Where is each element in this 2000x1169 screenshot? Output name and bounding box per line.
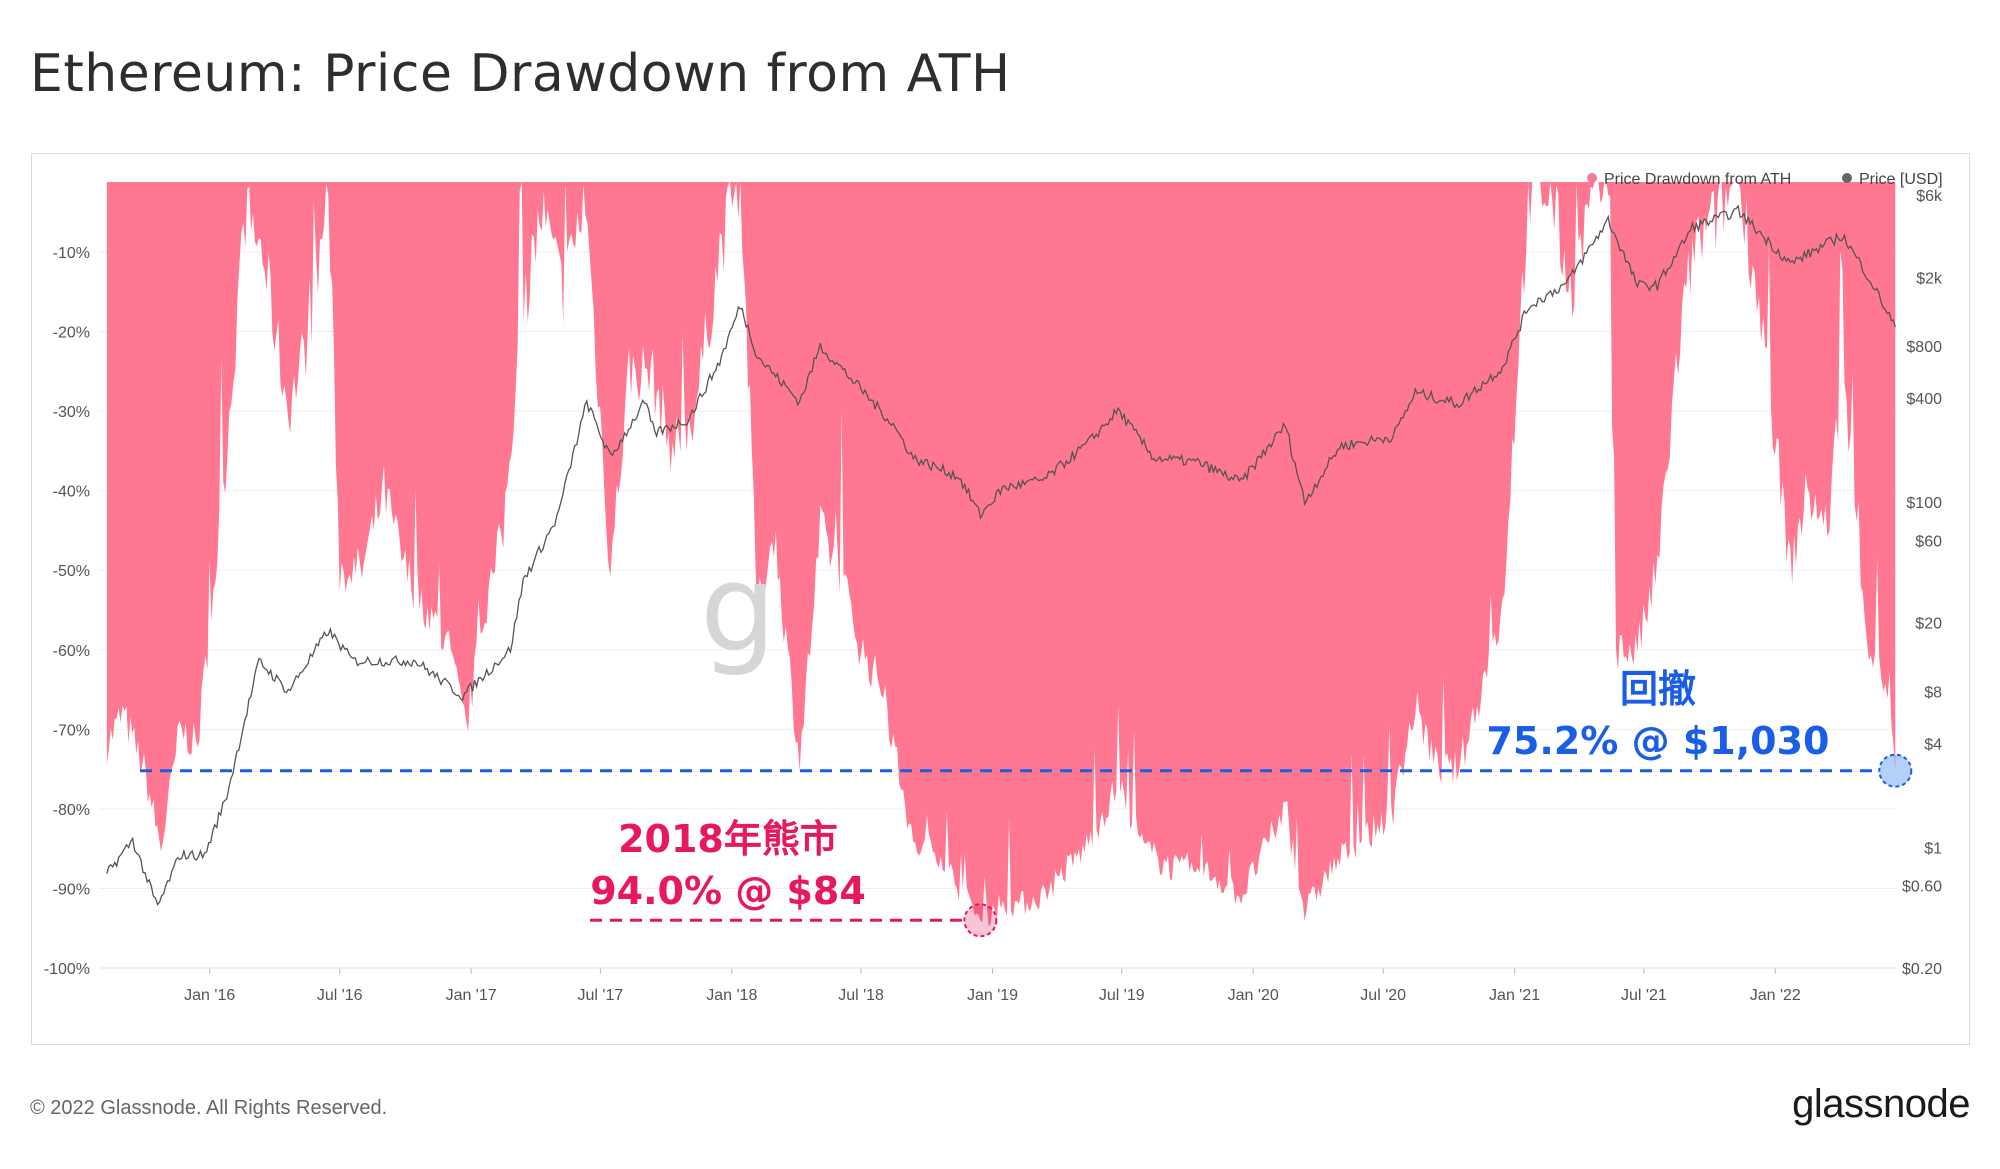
x-tick-label: Jul '17 (578, 987, 624, 1004)
x-tick-label: Jul '20 (1360, 987, 1406, 1004)
red-annotation-value: 94.0% @ $84 (590, 869, 866, 913)
y-left-tick-label: -60% (53, 643, 90, 660)
x-tick-label: Jul '21 (1621, 987, 1667, 1004)
legend-drawdown-swatch (1587, 173, 1597, 183)
y-left-tick-label: -80% (53, 802, 90, 819)
y-right-tick-label: $800 (1906, 339, 1942, 356)
price-line (106, 204, 1896, 906)
y-left-tick-label: -90% (53, 881, 90, 898)
legend[interactable]: Price Drawdown from ATH Price [USD] (1587, 171, 1943, 188)
chart-panel (31, 153, 1970, 1045)
copyright-footer: © 2022 Glassnode. All Rights Reserved. (30, 1097, 388, 1119)
y-left-tick-label: -70% (53, 722, 90, 739)
annotations: 2018年熊市 94.0% @ $84 回撤 75.2% @ $1,030 (140, 667, 1913, 938)
x-tick-label: Jul '16 (317, 987, 363, 1004)
page-title: Ethereum: Price Drawdown from ATH (30, 44, 1011, 104)
legend-price-swatch (1842, 173, 1852, 183)
blue-annotation-value: 75.2% @ $1,030 (1487, 719, 1830, 763)
x-axis-ticks: Jan '16 Jul '16 Jan '17 Jul '17 Jan '18 Jul '… (99, 967, 1896, 1004)
y-left-tick-label: -100% (44, 961, 90, 978)
blue-annotation-marker (1878, 753, 1913, 788)
x-tick-label: Jan '20 (1228, 987, 1279, 1004)
y-right-tick-label: $20 (1915, 616, 1942, 633)
y-right-tick-label: $0.60 (1902, 879, 1942, 896)
y-right-tick-label: $6k (1916, 188, 1943, 205)
y-left-tick-label: -10% (53, 245, 90, 262)
y-right-tick-label: $2k (1916, 270, 1943, 287)
y-right-tick-label: $60 (1915, 533, 1942, 550)
x-tick-label: Jul '19 (1099, 987, 1145, 1004)
red-annotation-marker (963, 903, 998, 938)
y-left-tick-label: -20% (53, 325, 90, 342)
red-annotation-title: 2018年熊市 (618, 817, 838, 861)
x-tick-label: Jan '19 (967, 987, 1018, 1004)
brand-logo[interactable]: glassnode (1792, 1082, 1970, 1126)
x-tick-label: Jan '22 (1750, 987, 1801, 1004)
x-tick-label: Jan '16 (184, 987, 235, 1004)
legend-drawdown-label[interactable]: Price Drawdown from ATH (1604, 171, 1791, 188)
y-right-tick-label: $100 (1906, 495, 1942, 512)
y-right-tick-label: $1 (1924, 840, 1942, 857)
y-left-tick-label: -30% (53, 404, 90, 421)
y-right-tick-label: $400 (1906, 391, 1942, 408)
y-left-tick-label: -40% (53, 484, 90, 501)
y-right-tick-label: $8 (1924, 684, 1942, 701)
x-tick-label: Jan '17 (446, 987, 497, 1004)
drawdown-area (106, 182, 1896, 927)
y-axis-left-ticks: -10% -20% -30% -40% -50% -60% -70% -80% -90% -100… (44, 245, 90, 978)
y-right-tick-label: $0.20 (1902, 961, 1942, 978)
y-axis-right-ticks: $6k $2k $800 $400 $100 $60 $20 $8 $4 $1 $0.60 $0.20 (1902, 188, 1943, 978)
x-tick-label: Jan '18 (706, 987, 757, 1004)
y-left-tick-label: -50% (53, 563, 90, 580)
y-right-tick-label: $4 (1924, 736, 1942, 753)
x-tick-label: Jan '21 (1489, 987, 1540, 1004)
blue-annotation-title: 回撤 (1620, 667, 1696, 711)
x-tick-label: Jul '18 (838, 987, 884, 1004)
legend-price-label[interactable]: Price [USD] (1859, 171, 1943, 188)
watermark-logo: g (700, 540, 776, 679)
